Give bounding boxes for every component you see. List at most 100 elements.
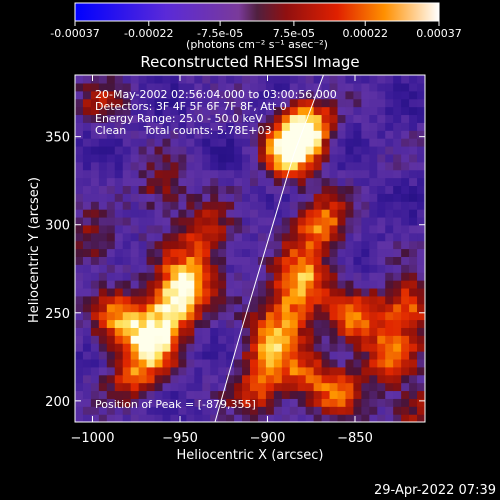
x-axis-tick-label: −1000 (71, 431, 115, 446)
heatmap-cell (377, 185, 386, 194)
heatmap-cell (106, 82, 116, 92)
heatmap-cell (281, 240, 291, 250)
heatmap-cell (353, 98, 362, 108)
heatmap-cell (265, 161, 275, 171)
heatmap-cell (305, 161, 315, 171)
heatmap-cell (130, 114, 140, 123)
heatmap-cell (313, 303, 323, 313)
heatmap-cell (313, 248, 323, 257)
heatmap-cell (329, 287, 339, 297)
heatmap-cell (122, 351, 132, 360)
heatmap-cell (90, 177, 100, 187)
heatmap-cell (162, 161, 172, 171)
heatmap-cell (329, 327, 339, 336)
heatmap-cell (90, 75, 100, 84)
heatmap-cell (170, 161, 179, 171)
heatmap-cell (210, 382, 219, 392)
heatmap-cell (281, 106, 291, 116)
heatmap-cell (345, 224, 354, 234)
heatmap-cell (98, 287, 108, 297)
heatmap-cell (234, 295, 243, 305)
heatmap-cell (98, 366, 108, 376)
heatmap-cell (194, 130, 203, 139)
heatmap-cell (329, 185, 339, 194)
heatmap-cell (257, 366, 267, 376)
heatmap-cell (242, 256, 251, 265)
heatmap-cell (202, 98, 211, 108)
heatmap-cell (297, 343, 307, 352)
heatmap-cell (353, 122, 362, 131)
heatmap-cell (210, 390, 219, 399)
y-axis-tick-label: 200 (45, 395, 70, 410)
heatmap-cell (122, 287, 132, 297)
heatmap-cell (210, 177, 219, 187)
heatmap-cell (170, 319, 179, 328)
heatmap-cell (321, 161, 331, 171)
heatmap-cell (385, 161, 394, 171)
heatmap-cell (162, 366, 172, 376)
heatmap-cell (75, 272, 84, 281)
heatmap-cell (250, 201, 259, 210)
heatmap-cell (202, 366, 211, 376)
heatmap-cell (98, 130, 108, 139)
heatmap-cell (353, 216, 362, 226)
heatmap-cell (321, 114, 331, 123)
heatmap-cell (98, 177, 108, 187)
heatmap-cell (353, 366, 362, 376)
heatmap-cell (90, 414, 100, 422)
heatmap-cell (321, 264, 331, 273)
heatmap-cell (417, 232, 425, 242)
heatmap-cell (353, 319, 362, 328)
heatmap-cell (122, 153, 132, 163)
heatmap-cell (393, 406, 402, 415)
heatmap-cell (250, 75, 259, 84)
heatmap-cell (353, 240, 362, 250)
heatmap-cell (345, 303, 354, 313)
heatmap-cell (154, 398, 164, 407)
heatmap-cell (75, 256, 84, 265)
heatmap-cell (377, 287, 386, 297)
heatmap-cell (297, 201, 307, 210)
heatmap-cell (369, 272, 378, 281)
heatmap-cell (273, 90, 283, 100)
heatmap-cell (106, 185, 116, 194)
heatmap-cell (186, 145, 195, 155)
heatmap-cell (281, 232, 291, 242)
heatmap-cell (265, 414, 275, 422)
heatmap-cell (417, 98, 425, 108)
heatmap-cell (265, 374, 275, 384)
heatmap-cell (273, 303, 283, 313)
heatmap-cell (170, 327, 179, 336)
heatmap-cell (218, 145, 227, 155)
heatmap-cell (162, 248, 172, 257)
heatmap-cell (401, 161, 410, 171)
heatmap-cell (265, 114, 275, 123)
heatmap-cell (202, 343, 211, 352)
heatmap-cell (162, 382, 172, 392)
heatmap-cell (305, 374, 315, 384)
heatmap-cell (106, 327, 116, 336)
heatmap-cell (417, 169, 425, 179)
heatmap-cell (289, 161, 299, 171)
heatmap-cell (409, 382, 418, 392)
heatmap-cell (297, 303, 307, 313)
heatmap-cell (313, 327, 323, 336)
heatmap-cell (265, 272, 275, 281)
heatmap-cell (417, 201, 425, 210)
heatmap-cell (345, 232, 354, 242)
heatmap-cell (98, 216, 108, 226)
heatmap-cell (289, 201, 299, 210)
heatmap-cell (257, 224, 267, 234)
heatmap-cell (257, 138, 267, 147)
heatmap-cell (337, 106, 347, 116)
heatmap-cell (297, 264, 307, 273)
heatmap-cell (377, 327, 386, 336)
heatmap-cell (146, 295, 156, 305)
heatmap-cell (146, 248, 156, 257)
heatmap-cell (345, 272, 354, 281)
heatmap-cell (98, 240, 108, 250)
heatmap-cell (75, 145, 84, 155)
heatmap-cell (297, 209, 307, 218)
heatmap-cell (138, 248, 148, 257)
heatmap-cell (305, 295, 315, 305)
